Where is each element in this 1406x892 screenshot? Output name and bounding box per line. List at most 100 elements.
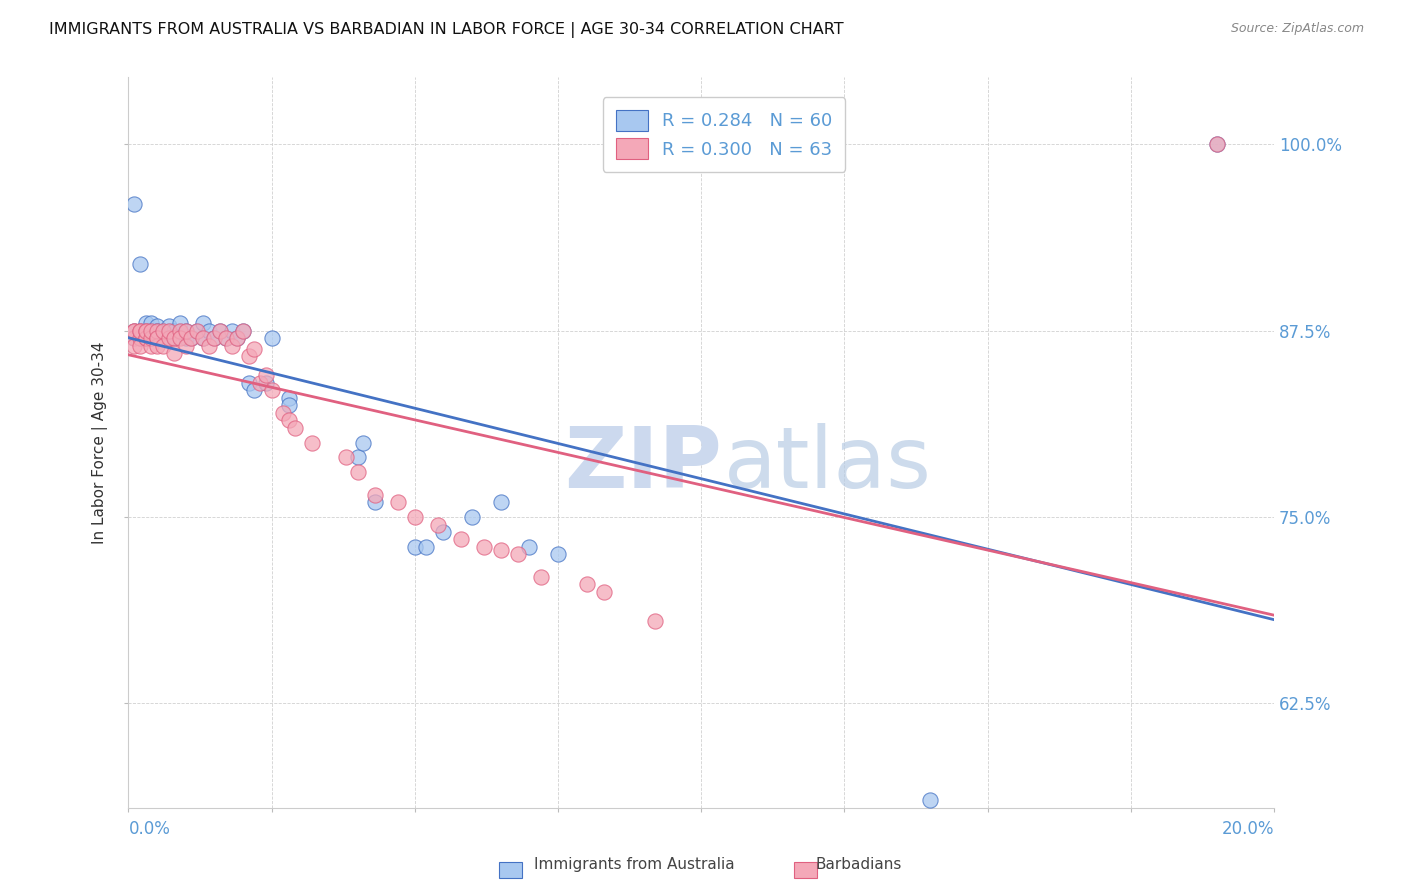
Point xyxy=(122,339,145,353)
Point xyxy=(197,339,219,353)
Point xyxy=(152,324,174,338)
Point xyxy=(152,331,174,345)
Point xyxy=(141,324,163,338)
Point xyxy=(215,331,238,345)
Point xyxy=(146,319,169,334)
Point xyxy=(547,547,569,561)
Point xyxy=(271,406,294,420)
Point xyxy=(301,435,323,450)
Point xyxy=(146,331,169,345)
Point xyxy=(404,510,426,524)
Point xyxy=(169,331,191,345)
Point xyxy=(489,495,512,509)
Point xyxy=(135,331,157,345)
Point xyxy=(135,316,157,330)
Point xyxy=(202,331,225,345)
Point xyxy=(135,324,157,338)
Point xyxy=(135,324,157,338)
Point xyxy=(277,398,299,412)
Point xyxy=(197,324,219,338)
Point xyxy=(157,331,180,345)
Point xyxy=(174,331,197,345)
Point xyxy=(461,510,484,524)
Point xyxy=(152,339,174,353)
Point xyxy=(530,569,553,583)
Point xyxy=(129,324,152,338)
Point xyxy=(506,547,529,561)
Point xyxy=(146,324,169,338)
Text: 20.0%: 20.0% xyxy=(1222,820,1274,838)
Point xyxy=(169,324,191,338)
Point xyxy=(157,324,180,338)
Point xyxy=(180,331,202,345)
Point xyxy=(404,540,426,554)
Point xyxy=(122,324,145,338)
Point xyxy=(1205,137,1227,152)
Point xyxy=(221,324,243,338)
Point xyxy=(122,324,145,338)
Point xyxy=(146,331,169,345)
Point xyxy=(169,324,191,338)
Point xyxy=(592,584,614,599)
Point xyxy=(122,197,145,211)
Point xyxy=(260,331,283,345)
Text: Source: ZipAtlas.com: Source: ZipAtlas.com xyxy=(1230,22,1364,36)
Point xyxy=(129,331,152,345)
Point xyxy=(129,257,152,271)
Point xyxy=(141,316,163,330)
Point xyxy=(129,339,152,353)
Point xyxy=(186,324,208,338)
Point xyxy=(346,450,368,465)
Point xyxy=(426,517,449,532)
Point xyxy=(243,384,266,398)
Point xyxy=(277,413,299,427)
Point xyxy=(644,615,666,629)
Point xyxy=(249,376,271,390)
Point xyxy=(174,324,197,338)
Point xyxy=(226,331,249,345)
Point xyxy=(432,524,454,539)
Point xyxy=(163,346,186,360)
Point xyxy=(215,331,238,345)
Point xyxy=(364,495,387,509)
Point xyxy=(254,376,277,390)
Point xyxy=(254,368,277,383)
Point xyxy=(238,349,260,363)
Point xyxy=(157,319,180,334)
Point xyxy=(352,435,374,450)
Point xyxy=(141,331,163,345)
Legend: R = 0.284   N = 60, R = 0.300   N = 63: R = 0.284 N = 60, R = 0.300 N = 63 xyxy=(603,97,845,171)
Point xyxy=(169,316,191,330)
Text: atlas: atlas xyxy=(724,423,932,506)
Point xyxy=(472,540,495,554)
Point xyxy=(575,577,598,591)
Point xyxy=(174,339,197,353)
Text: Barbadians: Barbadians xyxy=(815,857,901,872)
Point xyxy=(146,324,169,338)
Point xyxy=(232,324,254,338)
Point xyxy=(122,331,145,345)
Point xyxy=(135,324,157,338)
Point xyxy=(277,391,299,405)
Point xyxy=(260,384,283,398)
Point xyxy=(243,342,266,356)
Point xyxy=(186,324,208,338)
Point xyxy=(129,331,152,345)
Point xyxy=(519,540,541,554)
Text: 0.0%: 0.0% xyxy=(128,820,170,838)
Point xyxy=(226,331,249,345)
Point xyxy=(335,450,357,465)
Point xyxy=(180,331,202,345)
Point xyxy=(141,324,163,338)
Point xyxy=(163,324,186,338)
Point xyxy=(135,324,157,338)
Point xyxy=(146,331,169,345)
Point xyxy=(284,420,307,434)
Point xyxy=(163,331,186,345)
Point xyxy=(129,324,152,338)
Point xyxy=(1205,137,1227,152)
Point xyxy=(415,540,437,554)
Point xyxy=(135,331,157,345)
Point xyxy=(135,331,157,345)
Point xyxy=(135,331,157,345)
